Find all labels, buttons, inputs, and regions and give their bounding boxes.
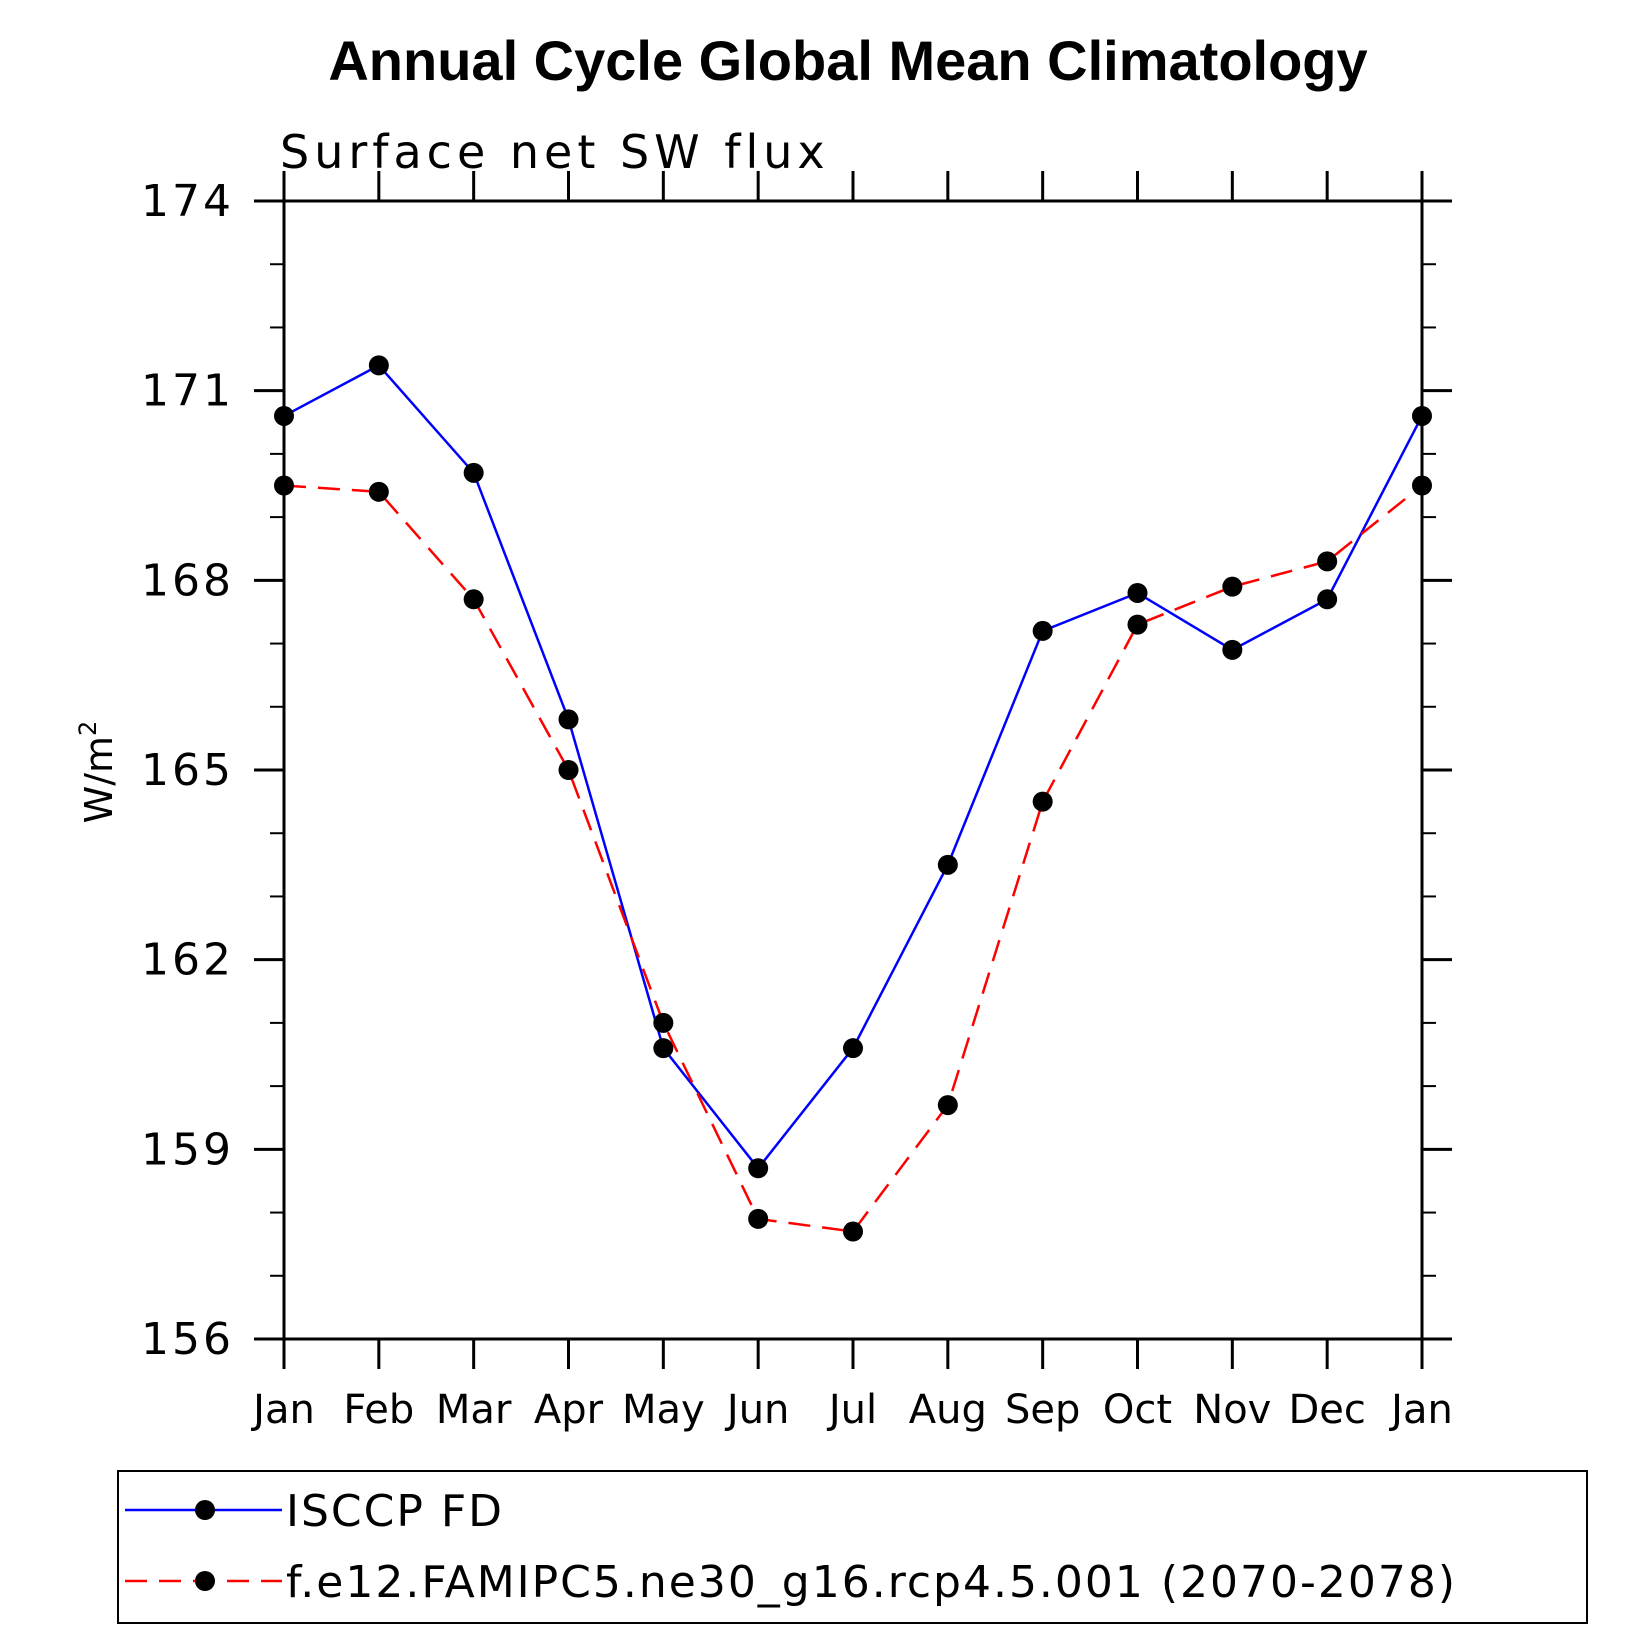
x-tick-label: Jan	[250, 1387, 315, 1433]
data-point	[1412, 405, 1432, 426]
data-point	[1032, 791, 1053, 812]
data-point	[1222, 639, 1243, 660]
data-point	[463, 589, 484, 610]
x-tick-label: Aug	[909, 1387, 987, 1433]
y-tick-label: 174	[141, 176, 234, 227]
data-point	[1317, 551, 1338, 572]
x-tick-label: May	[622, 1387, 705, 1433]
series-group	[274, 355, 1432, 1242]
series-line	[283, 484, 1423, 1233]
legend-entry-0: ISCCP FD	[125, 1486, 504, 1537]
legend-label: f.e12.FAMIPC5.ne30_g16.rcp4.5.001 (2070-…	[286, 1557, 1457, 1608]
series-1	[274, 475, 1432, 1242]
x-tick-label: Oct	[1103, 1387, 1172, 1433]
data-point	[1127, 614, 1148, 635]
data-point	[368, 481, 389, 502]
data-point	[1032, 620, 1053, 641]
y-tick-label: 162	[141, 935, 234, 986]
data-point	[368, 355, 389, 376]
y-axis-label-superscript: 2	[74, 721, 102, 736]
data-point	[843, 1038, 863, 1059]
chart-subtitle: Surface net SW flux	[280, 125, 830, 179]
data-point	[653, 1038, 674, 1059]
data-point	[274, 405, 294, 426]
data-point	[558, 709, 579, 730]
data-point	[1222, 576, 1243, 597]
legend-marker	[195, 1500, 215, 1520]
legend-marker	[195, 1571, 215, 1591]
legend-label: ISCCP FD	[286, 1486, 504, 1537]
series-0	[274, 355, 1432, 1179]
chart-title: Annual Cycle Global Mean Climatology	[328, 29, 1367, 92]
x-tick-label: Apr	[534, 1387, 604, 1433]
y-axis-label: W/m2	[74, 721, 121, 824]
axes-group: Jan Feb Mar Apr May Jun Jul Aug Sep Oct Nov Dec Jan 1…	[141, 171, 1453, 1433]
x-tick-label: Sep	[1005, 1387, 1080, 1433]
y-tick-label: 165	[141, 745, 234, 796]
data-point	[1127, 582, 1148, 603]
data-point	[937, 854, 958, 875]
x-tick-label: Jun	[724, 1387, 790, 1433]
data-point	[463, 462, 484, 483]
x-tick-label: Nov	[1193, 1387, 1271, 1433]
x-tick-label: Mar	[436, 1387, 512, 1433]
data-point	[937, 1095, 958, 1116]
data-point	[1412, 475, 1432, 496]
data-point	[1317, 589, 1338, 610]
data-point	[843, 1221, 863, 1242]
y-tick-label: 156	[141, 1314, 234, 1365]
x-tick-label: Feb	[343, 1387, 414, 1433]
y-tick-label: 168	[141, 555, 234, 606]
legend-box	[117, 1470, 1588, 1624]
data-point	[558, 760, 579, 780]
legend: ISCCP FD f.e12.FAMIPC5.ne30_g16.rcp4.5.00…	[117, 1470, 1588, 1624]
y-axis-label-unit: W/m	[77, 736, 121, 823]
x-tick-label: Dec	[1288, 1387, 1365, 1433]
data-point	[748, 1208, 769, 1229]
x-tick-label: Jan	[1388, 1387, 1453, 1433]
data-point	[274, 475, 294, 496]
data-point	[653, 1012, 674, 1033]
y-tick-label: 171	[141, 366, 234, 417]
x-tick-label: Jul	[826, 1387, 877, 1433]
legend-entry-1: f.e12.FAMIPC5.ne30_g16.rcp4.5.001 (2070-…	[125, 1557, 1457, 1608]
plot-area-frame	[282, 199, 1424, 1341]
data-point	[748, 1158, 769, 1179]
y-tick-label: 159	[141, 1124, 234, 1175]
